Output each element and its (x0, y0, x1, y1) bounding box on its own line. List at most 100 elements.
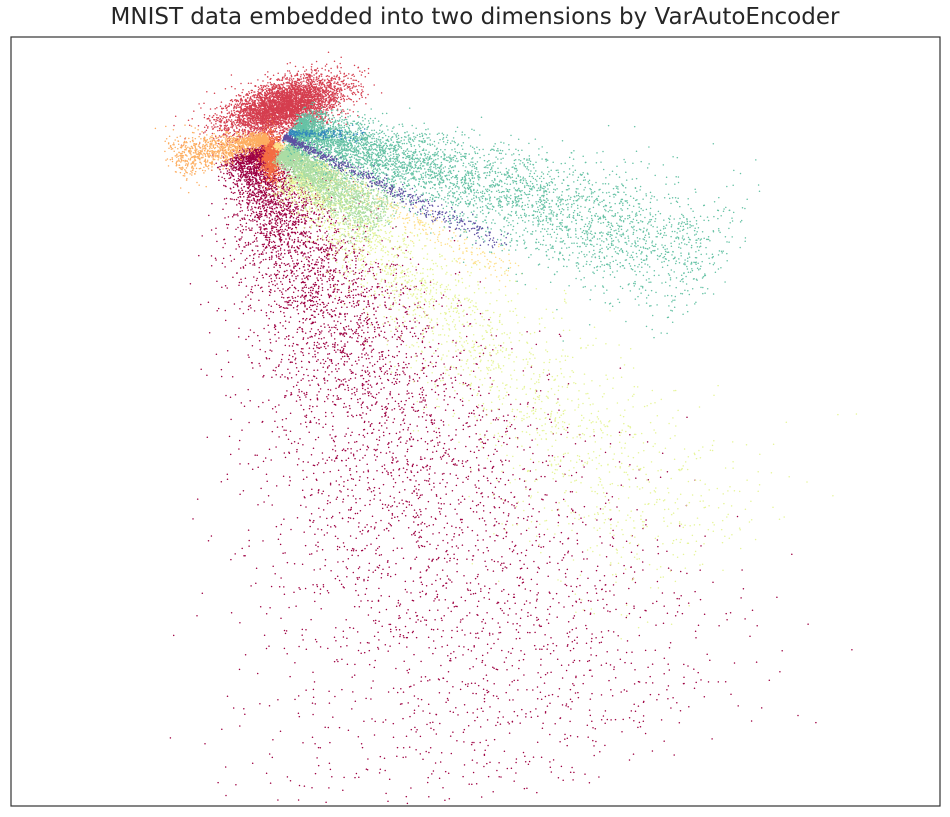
data-point (387, 408, 389, 410)
data-point (355, 267, 357, 269)
data-point (539, 330, 541, 332)
data-point (650, 694, 652, 696)
data-point (422, 584, 424, 586)
data-point (240, 224, 242, 226)
data-point (367, 254, 369, 256)
data-point (361, 278, 363, 280)
data-point (513, 497, 515, 499)
data-point (512, 665, 514, 667)
data-point (256, 203, 258, 205)
data-point (329, 359, 331, 361)
data-point (447, 607, 449, 609)
data-point (536, 619, 538, 621)
data-point (334, 347, 336, 349)
data-point (604, 722, 606, 724)
data-point (226, 287, 228, 289)
data-point (337, 284, 339, 286)
data-point (413, 516, 415, 518)
data-point (524, 755, 526, 757)
data-point (322, 315, 324, 317)
data-point (375, 620, 377, 622)
data-point (310, 255, 312, 257)
data-point (278, 203, 280, 205)
data-point (524, 654, 526, 656)
data-point (567, 569, 569, 571)
data-point (329, 742, 331, 744)
data-point (275, 221, 277, 223)
data-point (439, 692, 441, 694)
data-point (336, 498, 338, 500)
data-point (431, 489, 433, 491)
data-point (420, 596, 422, 598)
data-point (295, 265, 297, 267)
data-point (630, 567, 632, 569)
data-point (340, 384, 342, 386)
data-point (339, 546, 341, 548)
data-point (428, 704, 430, 706)
data-point (321, 529, 323, 531)
data-point (484, 755, 486, 757)
data-point (633, 607, 635, 609)
data-point (351, 365, 353, 367)
data-point (525, 716, 527, 718)
data-point (422, 399, 424, 401)
data-point (410, 433, 412, 435)
data-point (307, 252, 309, 254)
data-point (248, 204, 250, 206)
data-point (463, 732, 465, 734)
data-point (275, 406, 277, 408)
data-point (216, 241, 218, 243)
data-point (388, 447, 390, 449)
data-point (349, 627, 351, 629)
data-point (439, 483, 441, 485)
data-point (353, 297, 355, 299)
data-point (499, 626, 501, 628)
data-point (447, 554, 449, 556)
data-point (321, 246, 323, 248)
data-point (302, 338, 304, 340)
data-point (271, 306, 273, 308)
data-point (452, 490, 454, 492)
data-point (476, 492, 478, 494)
data-point (270, 459, 272, 461)
data-point (303, 354, 305, 356)
data-point (457, 714, 459, 716)
data-point (368, 301, 370, 303)
data-point (505, 536, 507, 538)
data-point (686, 416, 688, 418)
data-point (240, 230, 242, 232)
data-point (306, 220, 308, 222)
data-point (355, 537, 357, 539)
data-point (373, 273, 375, 275)
data-point (287, 264, 289, 266)
data-point (300, 380, 302, 382)
data-point (601, 542, 603, 544)
data-point (667, 663, 669, 665)
data-point (535, 648, 537, 650)
data-point (375, 522, 377, 524)
data-point (304, 218, 306, 220)
data-point (405, 589, 407, 591)
data-point (450, 439, 452, 441)
data-point (286, 336, 288, 338)
data-point (413, 600, 415, 602)
data-point (272, 566, 274, 568)
data-point (254, 215, 256, 217)
data-point (222, 208, 224, 210)
data-point (263, 190, 265, 192)
data-point (225, 203, 227, 205)
data-point (459, 359, 461, 361)
data-point (368, 614, 370, 616)
data-point (350, 448, 352, 450)
data-point (286, 270, 288, 272)
data-point (312, 522, 314, 524)
data-point (547, 705, 549, 707)
data-point (280, 281, 282, 283)
data-point (403, 467, 405, 469)
data-point (343, 328, 345, 330)
data-point (520, 403, 522, 405)
data-point (272, 431, 274, 433)
data-point (478, 464, 480, 466)
data-point (218, 308, 220, 310)
data-point (441, 752, 443, 754)
